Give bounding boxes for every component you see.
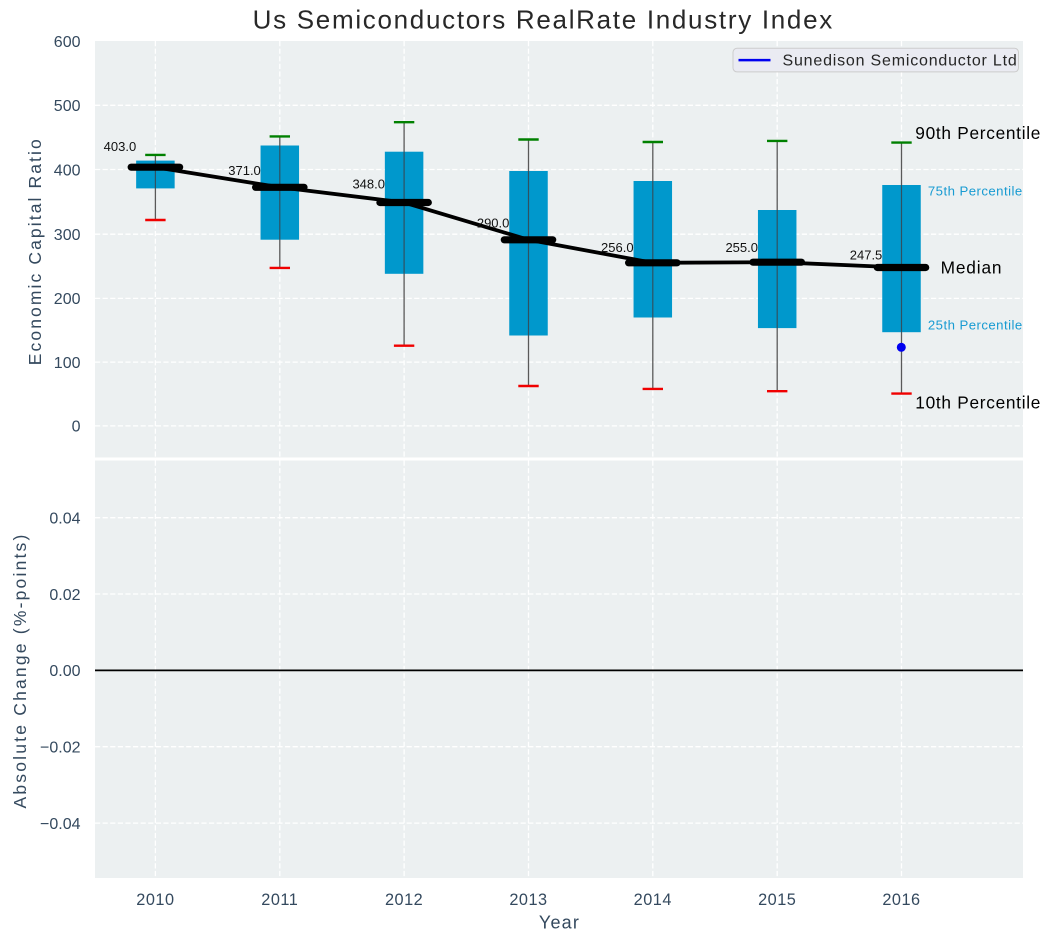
svg-text:348.0: 348.0 [352, 177, 385, 192]
svg-text:Economic Capital Ratio: Economic Capital Ratio [25, 137, 45, 365]
svg-text:Year: Year [539, 913, 580, 933]
svg-text:10th Percentile: 10th Percentile [915, 392, 1041, 412]
svg-text:100: 100 [54, 355, 81, 372]
svg-text:600: 600 [54, 34, 81, 51]
svg-text:256.0: 256.0 [601, 240, 634, 255]
svg-text:90th Percentile: 90th Percentile [915, 123, 1041, 143]
svg-text:200: 200 [54, 291, 81, 308]
svg-text:75th Percentile: 75th Percentile [928, 183, 1023, 198]
svg-text:2013: 2013 [509, 891, 547, 909]
svg-text:Absolute Change (%-points): Absolute Change (%-points) [10, 532, 30, 808]
svg-text:Sunedison Semiconductor Ltd: Sunedison Semiconductor Ltd [783, 53, 1018, 70]
svg-text:403.0: 403.0 [104, 139, 137, 154]
svg-text:−0.04: −0.04 [40, 816, 81, 833]
svg-text:290.0: 290.0 [477, 216, 510, 231]
svg-text:25th Percentile: 25th Percentile [928, 318, 1023, 333]
svg-text:2012: 2012 [385, 891, 423, 909]
svg-text:2014: 2014 [634, 891, 672, 909]
svg-text:Median: Median [941, 258, 1003, 278]
svg-text:255.0: 255.0 [725, 240, 758, 255]
svg-text:371.0: 371.0 [228, 163, 261, 178]
svg-text:300: 300 [54, 227, 81, 244]
svg-text:−0.02: −0.02 [40, 740, 81, 757]
svg-text:0.02: 0.02 [49, 587, 80, 604]
svg-text:2016: 2016 [882, 891, 920, 909]
svg-text:2010: 2010 [136, 891, 174, 909]
svg-text:400: 400 [54, 162, 81, 179]
svg-text:Us Semiconductors RealRate Ind: Us Semiconductors RealRate Industry Inde… [253, 4, 834, 34]
svg-text:0: 0 [72, 419, 81, 436]
svg-text:500: 500 [54, 98, 81, 115]
svg-text:0.00: 0.00 [49, 663, 80, 680]
svg-text:247.5: 247.5 [850, 248, 883, 263]
svg-text:2015: 2015 [758, 891, 796, 909]
svg-text:2011: 2011 [261, 891, 298, 909]
svg-text:0.04: 0.04 [49, 511, 80, 528]
